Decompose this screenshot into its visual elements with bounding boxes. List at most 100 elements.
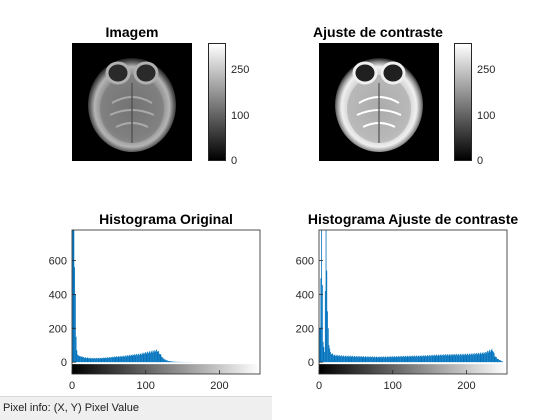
histogram-bar [340,355,342,363]
histogram-bar [84,357,86,363]
histogram-bar [342,355,344,363]
histogram-bar [117,356,119,363]
histogram-bar [491,348,493,363]
histogram-bar [110,357,112,363]
histogram-bar [88,358,90,363]
histogram-bar [396,356,398,363]
histogram-bar [143,354,145,363]
colorbar-tick: 100 [231,110,250,122]
histogram-bar [321,230,323,363]
histogram-bar [462,354,463,363]
histogram-bar [343,355,345,363]
histogram-bar [445,355,447,363]
histogram-bar [429,354,431,363]
histogram-bar [361,356,362,363]
histogram-bar [349,355,351,363]
histogram-bar [375,356,377,363]
histogram-bar [493,353,495,363]
histogram-bar [395,356,397,363]
status-bar: Pixel info: (X, Y) Pixel Value [0,396,272,420]
histogram-bar [450,355,452,363]
histogram-bar [476,352,477,363]
histogram-bar [118,356,120,363]
x-colorbar [72,364,260,374]
histogram-bar [170,361,171,363]
histogram-bar [111,356,113,363]
histogram-bar [144,352,146,363]
histogram-bar [452,355,454,363]
x-tick-label: 200 [210,380,228,392]
histogram-bar [432,356,434,363]
histogram-bar [119,356,121,363]
histogram-bar [320,278,322,363]
image-title-contrast: Ajuste de contraste [313,24,443,40]
histogram-bar [399,357,401,363]
histogram-bar [100,357,102,363]
histogram-bar [357,357,359,363]
histogram-bar [456,353,457,363]
histogram-bar [391,356,393,363]
histogram-bar [355,357,356,363]
histogram-bar [406,356,408,363]
histogram-bar [441,355,443,363]
histogram-bar [112,357,114,363]
histogram-bar [473,353,474,363]
histogram-bar [328,345,330,363]
histogram-bar [99,358,101,363]
histogram-bar [488,351,490,363]
histogram-bar [125,356,127,363]
histogram-bar [470,354,472,363]
histogram-bar [80,356,82,363]
histogram-bar [487,350,488,363]
histogram-bar [371,356,373,363]
histogram-bar [436,354,438,363]
axes-frame [71,229,261,375]
histogram-bar [451,354,453,363]
histogram-bar [97,358,99,363]
image-original [72,43,192,161]
histogram-bar [431,355,432,363]
histogram-bar [386,357,387,363]
histogram-bar [87,357,89,363]
y-tick-label: 0 [308,357,314,369]
histogram-bar [378,356,380,363]
y-tick-label: 0 [61,357,67,369]
histogram-bar [498,359,499,363]
histogram-bar [421,356,423,363]
histogram-bar [383,356,384,363]
histogram-bar [337,356,339,363]
histogram-bar [335,356,337,363]
histogram-bar [360,356,362,363]
histogram-bar [475,353,477,363]
histogram-bar [128,355,130,363]
histogram-bar [75,336,77,363]
histogram-bar [153,351,154,363]
histogram-bar [365,356,367,363]
histogram-bar [484,352,485,363]
histogram-bar [331,353,333,363]
histogram-bar [105,358,107,363]
histogram-bar [136,355,138,363]
histogram-bar [139,355,140,363]
histogram-bar [364,356,366,363]
histogram-bar [411,355,413,363]
histogram-bar [382,356,384,363]
pixel-info-label: Pixel info: (X, Y) Pixel Value [3,402,139,414]
histogram-bar [154,352,156,363]
histogram-bar [495,356,497,363]
histogram-bar [346,356,348,363]
histogram-bar [482,352,484,363]
histogram-bar [146,352,148,363]
image-contrast [319,43,439,161]
chart-title: Histograma Original [99,211,233,227]
histogram-bar [140,353,142,363]
histogram-bar [161,356,163,363]
histogram-bar [407,355,409,363]
histogram-bar [72,230,74,363]
histogram-bar [486,352,488,363]
histogram-bar [444,354,446,363]
histogram-bar [430,356,432,363]
histogram-bar [352,355,353,363]
histogram-bar [373,356,375,363]
histogram-bar [392,357,394,363]
